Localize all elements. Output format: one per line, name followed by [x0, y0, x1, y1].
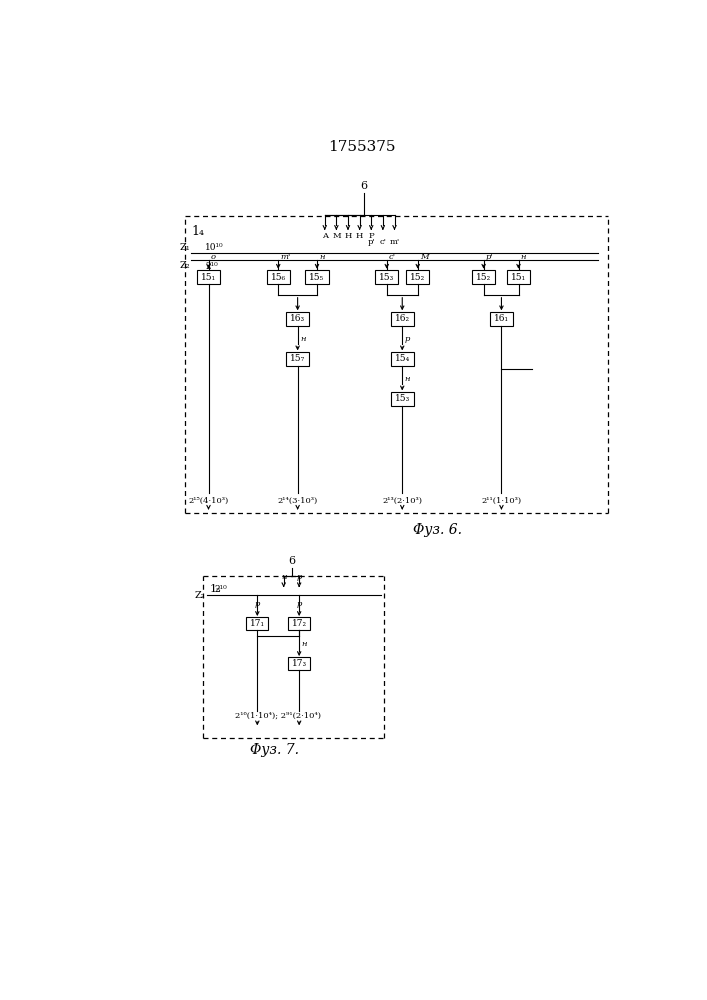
Text: m': m'	[281, 253, 291, 261]
Text: o: o	[211, 253, 216, 261]
FancyBboxPatch shape	[490, 312, 513, 326]
Text: н: н	[521, 253, 526, 261]
FancyBboxPatch shape	[267, 270, 290, 284]
Text: m': m'	[390, 238, 399, 246]
FancyBboxPatch shape	[288, 657, 310, 670]
Text: 15₆: 15₆	[271, 273, 286, 282]
Text: p: p	[404, 335, 410, 343]
FancyBboxPatch shape	[247, 617, 268, 630]
Text: 15₄: 15₄	[395, 354, 410, 363]
Text: 1₅: 1₅	[209, 584, 221, 594]
Text: 1₄: 1₄	[192, 225, 204, 238]
FancyBboxPatch shape	[288, 617, 310, 630]
Text: P: P	[368, 232, 374, 240]
Text: 6: 6	[288, 556, 296, 566]
Text: н: н	[301, 640, 307, 648]
FancyBboxPatch shape	[375, 270, 398, 284]
Text: p: p	[296, 600, 302, 608]
Text: c': c'	[389, 253, 396, 261]
FancyBboxPatch shape	[391, 392, 414, 406]
Text: 16₃: 16₃	[290, 314, 305, 323]
Text: Φуз. 6.: Φуз. 6.	[413, 523, 462, 537]
Text: M: M	[332, 232, 341, 240]
Text: H: H	[356, 232, 363, 240]
Text: 1755375: 1755375	[328, 140, 396, 154]
Text: Z₂: Z₂	[194, 591, 206, 600]
FancyBboxPatch shape	[391, 312, 414, 326]
FancyBboxPatch shape	[286, 312, 309, 326]
Text: 10¹⁰: 10¹⁰	[206, 243, 224, 252]
FancyBboxPatch shape	[286, 352, 309, 366]
FancyBboxPatch shape	[507, 270, 530, 284]
FancyBboxPatch shape	[472, 270, 495, 284]
Text: 2¹³(2·10³): 2¹³(2·10³)	[382, 497, 422, 505]
Text: 6: 6	[360, 181, 367, 191]
Text: 2¹⁶(1·10⁴); 2⁹¹(2·10⁴): 2¹⁶(1·10⁴); 2⁹¹(2·10⁴)	[235, 711, 321, 719]
Text: 17₃: 17₃	[291, 659, 307, 668]
Text: p: p	[296, 573, 302, 581]
Text: н: н	[300, 335, 305, 343]
Text: 2¹⁵(4·10³): 2¹⁵(4·10³)	[188, 497, 228, 505]
Text: 16₁: 16₁	[494, 314, 509, 323]
Text: 17₂: 17₂	[291, 619, 307, 628]
Text: p: p	[255, 600, 260, 608]
Text: p': p'	[486, 253, 493, 261]
Text: 15₂: 15₂	[410, 273, 426, 282]
Text: Φуз. 7.: Φуз. 7.	[250, 743, 299, 757]
Text: н: н	[320, 253, 325, 261]
Text: 2¹⁴(3·10³): 2¹⁴(3·10³)	[278, 497, 317, 505]
FancyBboxPatch shape	[391, 352, 414, 366]
Text: н: н	[404, 375, 410, 383]
FancyBboxPatch shape	[406, 270, 429, 284]
Text: 15₂: 15₂	[476, 273, 491, 282]
Text: 15₅: 15₅	[310, 273, 325, 282]
FancyBboxPatch shape	[305, 270, 329, 284]
Text: c': c'	[380, 238, 386, 246]
Text: 15₃: 15₃	[395, 394, 410, 403]
Text: Z₁: Z₁	[179, 243, 190, 252]
Text: Z₂: Z₂	[180, 261, 190, 270]
Text: 15₁: 15₁	[201, 273, 216, 282]
Text: 15₁: 15₁	[511, 273, 526, 282]
Text: 17₁: 17₁	[250, 619, 265, 628]
Text: H: H	[344, 232, 351, 240]
Text: н: н	[281, 573, 286, 581]
Text: 15₇: 15₇	[290, 354, 305, 363]
FancyBboxPatch shape	[197, 270, 220, 284]
Text: 2¹⁰: 2¹⁰	[215, 585, 228, 594]
Text: M: M	[420, 253, 428, 261]
Text: 2¹¹(1·10³): 2¹¹(1·10³)	[481, 497, 522, 505]
Text: A: A	[322, 232, 328, 240]
Text: 15₃: 15₃	[379, 273, 395, 282]
Text: p': p'	[368, 238, 375, 246]
Text: 16₂: 16₂	[395, 314, 410, 323]
Text: 2¹⁰: 2¹⁰	[206, 262, 218, 271]
